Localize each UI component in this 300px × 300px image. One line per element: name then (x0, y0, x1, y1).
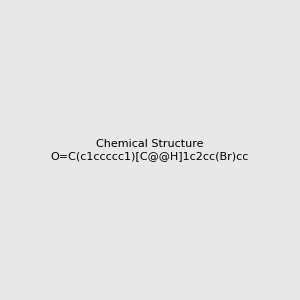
Text: Chemical Structure
O=C(c1ccccc1)[C@@H]1c2cc(Br)cc: Chemical Structure O=C(c1ccccc1)[C@@H]1c… (51, 139, 249, 161)
